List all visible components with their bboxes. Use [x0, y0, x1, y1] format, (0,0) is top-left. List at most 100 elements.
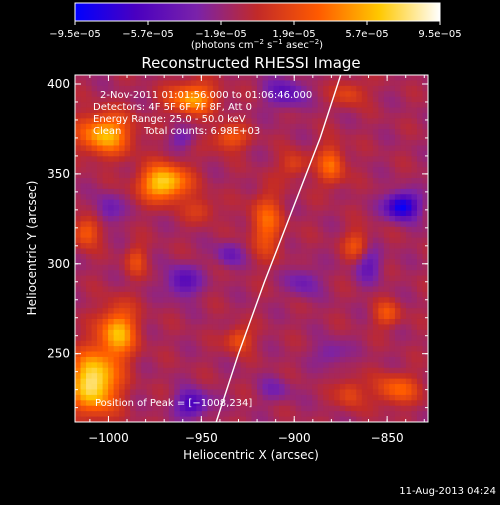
heatmap-cell: [229, 351, 236, 358]
heatmap-cell: [245, 123, 253, 130]
heatmap-cell: [416, 394, 424, 401]
heatmap-cell: [405, 134, 413, 141]
heatmap-cell: [334, 75, 341, 82]
heatmap-cell: [185, 172, 192, 179]
heatmap-cell: [141, 286, 148, 293]
heatmap-cell: [273, 75, 280, 82]
heatmap-cell: [108, 112, 115, 119]
heatmap-cell: [389, 188, 396, 195]
heatmap-cell: [168, 172, 175, 179]
heatmap-cell: [416, 335, 424, 342]
heatmap-cell: [328, 329, 335, 336]
heatmap-cell: [273, 340, 280, 347]
heatmap-cell: [416, 378, 424, 385]
heatmap-cell: [130, 183, 137, 190]
heatmap-cell: [257, 215, 264, 222]
heatmap-cell: [185, 91, 192, 98]
heatmap-cell: [146, 248, 153, 255]
heatmap-cell: [229, 313, 236, 320]
heatmap-cell: [185, 215, 192, 222]
heatmap-cell: [317, 378, 324, 385]
heatmap-cell: [97, 243, 104, 250]
heatmap-cell: [416, 313, 424, 320]
heatmap-cell: [328, 362, 335, 369]
heatmap-cell: [152, 150, 159, 157]
heatmap-cell: [196, 75, 203, 82]
heatmap-cell: [75, 145, 82, 152]
heatmap-cell: [339, 373, 346, 380]
heatmap-cell: [405, 96, 413, 103]
heatmap-cell: [130, 226, 137, 233]
heatmap-cell: [323, 270, 330, 277]
heatmap-cell: [394, 80, 402, 87]
heatmap-cell: [378, 156, 385, 163]
heatmap-cell: [400, 270, 407, 277]
heatmap-cell: [257, 297, 264, 304]
heatmap-cell: [157, 373, 164, 380]
heatmap-cell: [196, 362, 203, 369]
heatmap-cell: [301, 394, 308, 401]
heatmap-cell: [251, 194, 258, 201]
heatmap-cell: [251, 140, 258, 147]
heatmap-cell: [328, 150, 335, 157]
heatmap-cell: [323, 156, 330, 163]
heatmap-cell: [251, 264, 258, 271]
heatmap-cell: [146, 210, 153, 217]
heatmap-cell: [113, 183, 120, 190]
heatmap-cell: [422, 129, 428, 136]
heatmap-cell: [405, 259, 413, 266]
heatmap-cell: [135, 308, 142, 315]
heatmap-cell: [240, 308, 247, 315]
heatmap-cell: [240, 134, 247, 141]
heatmap-cell: [356, 232, 363, 239]
heatmap-cell: [290, 281, 297, 288]
heatmap-cell: [416, 373, 424, 380]
heatmap-cell: [163, 188, 170, 195]
heatmap-cell: [323, 291, 330, 298]
heatmap-cell: [262, 356, 269, 363]
heatmap-cell: [389, 123, 396, 130]
heatmap-cell: [394, 123, 402, 130]
heatmap-cell: [394, 210, 402, 217]
heatmap-cell: [218, 318, 225, 325]
heatmap-cell: [317, 384, 324, 391]
heatmap-cell: [334, 400, 341, 407]
heatmap-cell: [339, 259, 346, 266]
heatmap-cell: [312, 210, 319, 217]
heatmap-cell: [262, 129, 269, 136]
heatmap-cell: [141, 150, 148, 157]
heatmap-cell: [345, 318, 352, 325]
heatmap-cell: [273, 313, 280, 320]
heatmap-cell: [185, 308, 192, 315]
heatmap-cell: [119, 329, 126, 336]
heatmap-cell: [174, 91, 181, 98]
heatmap-cell: [400, 335, 407, 342]
heatmap-cell: [295, 324, 302, 331]
heatmap-cell: [378, 178, 385, 185]
heatmap-cell: [273, 107, 280, 114]
heatmap-cell: [405, 411, 413, 418]
heatmap-cell: [378, 281, 385, 288]
heatmap-cell: [119, 80, 126, 87]
heatmap-cell: [378, 362, 385, 369]
heatmap-cell: [86, 351, 93, 358]
heatmap-cell: [102, 112, 109, 119]
heatmap-cell: [135, 194, 142, 201]
heatmap-cell: [168, 243, 175, 250]
heatmap-cell: [257, 373, 264, 380]
heatmap-cell: [174, 167, 181, 174]
heatmap-cell: [262, 205, 269, 212]
heatmap-cell: [400, 102, 407, 109]
heatmap-cell: [334, 318, 341, 325]
heatmap-cell: [273, 281, 280, 288]
heatmap-cell: [394, 405, 402, 412]
heatmap-cell: [135, 167, 142, 174]
heatmap-cell: [295, 394, 302, 401]
heatmap-cell: [367, 351, 374, 358]
heatmap-cell: [400, 156, 407, 163]
heatmap-cell: [416, 286, 424, 293]
heatmap-cell: [284, 378, 291, 385]
heatmap-cell: [157, 140, 164, 147]
heatmap-cell: [130, 80, 137, 87]
heatmap-cell: [157, 291, 164, 298]
